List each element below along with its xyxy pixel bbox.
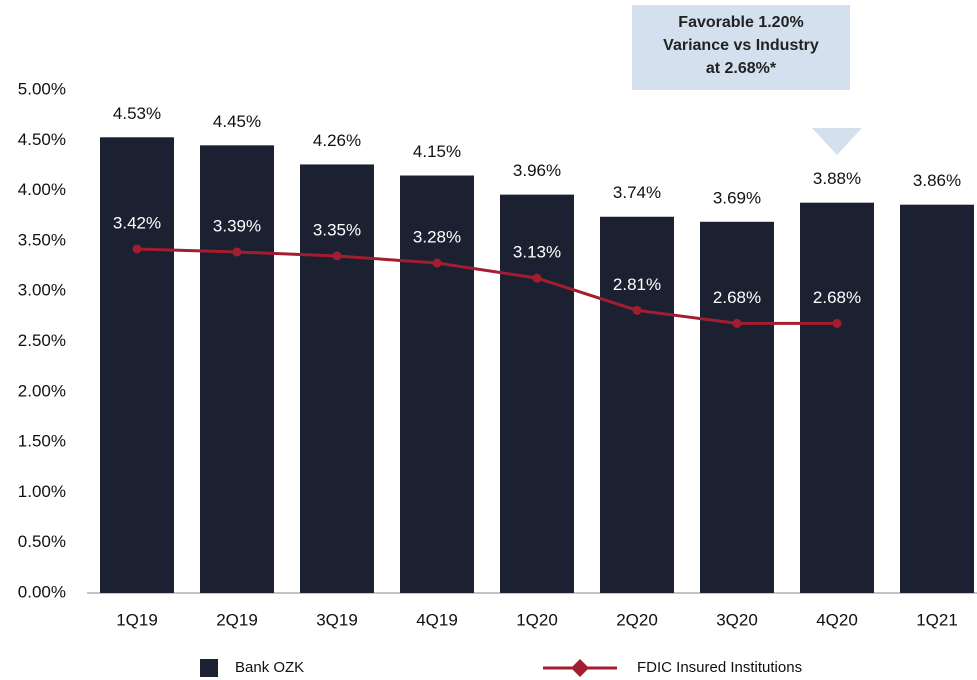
annotation-line: at 2.68%* (706, 60, 777, 77)
legend-swatch-marker (571, 659, 589, 677)
y-tick-label: 4.00% (18, 180, 66, 199)
x-tick-label: 1Q19 (116, 610, 158, 629)
annotation-line: Favorable 1.20% (678, 14, 803, 31)
line-marker (832, 318, 842, 328)
bar (600, 216, 674, 594)
y-tick-label: 3.00% (18, 281, 66, 300)
line-value-label: 3.13% (513, 243, 561, 262)
line-value-label: 3.39% (213, 216, 261, 235)
line-marker (332, 251, 342, 261)
line-marker (732, 318, 742, 328)
legend-label: FDIC Insured Institutions (637, 659, 802, 676)
x-tick-label: 2Q20 (616, 610, 658, 629)
line-value-label: 3.28% (413, 228, 461, 247)
legend-label: Bank OZK (235, 659, 304, 676)
bar-value-label: 3.69% (713, 188, 761, 207)
x-tick-label: 3Q20 (716, 610, 758, 629)
line-value-label: 3.42% (113, 213, 161, 232)
y-tick-label: 2.50% (18, 331, 66, 350)
bar-value-label: 3.74% (613, 183, 661, 202)
line-value-label: 2.68% (713, 288, 761, 307)
bar (300, 164, 374, 593)
bar (100, 137, 174, 594)
y-tick-label: 4.50% (18, 130, 66, 149)
bar (500, 194, 574, 593)
bar-value-label: 3.86% (913, 171, 961, 190)
legend-swatch (200, 659, 218, 677)
bar-value-label: 3.96% (513, 161, 561, 180)
bar-value-label: 4.45% (213, 112, 261, 131)
line-value-label: 2.81% (613, 275, 661, 294)
bar (400, 175, 474, 593)
y-tick-label: 1.00% (18, 482, 66, 501)
line-marker (132, 244, 142, 254)
bar (700, 221, 774, 593)
x-tick-label: 4Q19 (416, 610, 458, 629)
bar-value-label: 4.53% (113, 104, 161, 123)
x-tick-label: 4Q20 (816, 610, 858, 629)
annotation-callout (632, 5, 862, 155)
line-marker (232, 247, 242, 257)
bar-value-label: 3.88% (813, 169, 861, 188)
y-tick-label: 3.50% (18, 230, 66, 249)
bar-value-label: 4.26% (313, 131, 361, 150)
y-tick-label: 5.00% (18, 79, 66, 98)
y-tick-label: 2.00% (18, 381, 66, 400)
bar (800, 202, 874, 593)
bar (200, 145, 274, 593)
x-tick-label: 3Q19 (316, 610, 358, 629)
annotation: Favorable 1.20% Variance vs Industry at … (632, 5, 862, 155)
line-value-label: 2.68% (813, 288, 861, 307)
line-marker (532, 273, 542, 283)
line-value-label: 3.35% (313, 220, 361, 239)
x-tick-label: 2Q19 (216, 610, 258, 629)
y-tick-label: 0.00% (18, 582, 66, 601)
y-tick-label: 0.50% (18, 532, 66, 551)
annotation-line: Variance vs Industry (663, 37, 819, 54)
line (136, 247, 837, 325)
x-tick-label: 1Q21 (916, 610, 958, 629)
x-tick-label: 1Q20 (516, 610, 558, 629)
line-marker (632, 305, 642, 315)
line-marker (432, 258, 442, 268)
y-tick-label: 1.50% (18, 432, 66, 451)
bar (900, 204, 974, 593)
bar-value-label: 4.15% (413, 142, 461, 161)
